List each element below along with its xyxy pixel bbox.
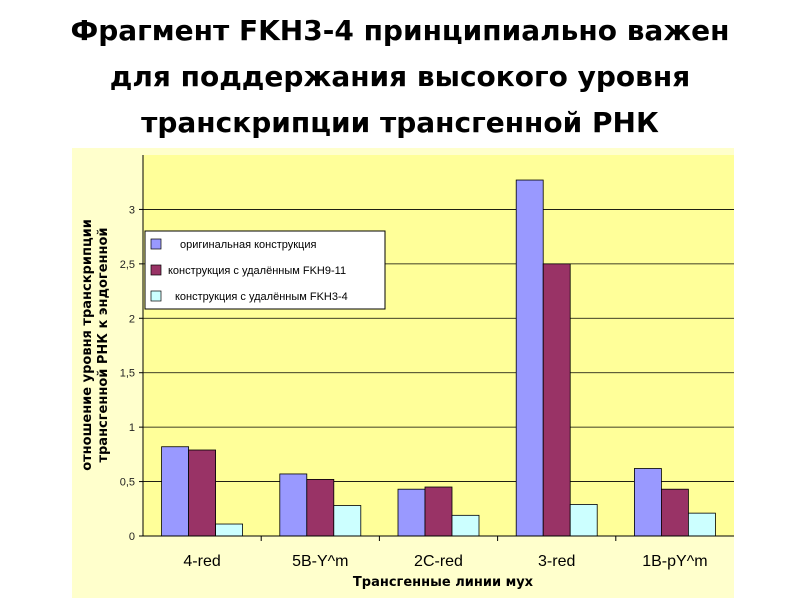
- y-tick-label: 1: [129, 422, 135, 434]
- x-category-labels: 4-red 5B-Y^m 2C-red 3-red 1B-pY^m: [183, 553, 707, 570]
- slide-title-line-2: для поддержания высокого уровня: [109, 60, 691, 93]
- legend-swatch-3: [150, 290, 162, 302]
- legend-box: [144, 230, 386, 310]
- bar: [424, 486, 453, 537]
- bar: [542, 263, 571, 537]
- legend-label-1: оригинальная конструкция: [180, 239, 317, 251]
- gridlines: [143, 209, 734, 482]
- bar: [661, 488, 689, 537]
- x-axis-title: Трансгенные линии мух: [353, 575, 534, 590]
- y-tick-label: 2,5: [120, 259, 135, 271]
- bar: [161, 446, 190, 537]
- y-tick-labels: 0 0,5 1 1,5 2 2,5 3: [120, 204, 135, 543]
- x-category-label: 5B-Y^m: [292, 553, 348, 570]
- x-category-label: 2C-red: [414, 553, 463, 570]
- slide-title-line-3: транскрипции трансгенной РНК: [141, 106, 659, 139]
- bar: [688, 512, 716, 537]
- y-axis-title-line-2: трансгенной РНК к эндогенной: [96, 227, 111, 462]
- y-tick-label: 2: [129, 313, 135, 325]
- bar: [306, 478, 335, 537]
- slide-title: Фрагмент FKH3-4 принципиально важен для …: [0, 8, 800, 146]
- axes: [139, 155, 734, 541]
- legend-swatch-1: [150, 238, 162, 250]
- y-tick-label: 0: [129, 531, 135, 543]
- legend-label-2: конструкция с удалённым FKH9-11: [168, 265, 346, 277]
- y-axis-title-line-1: отношение уровня транскрипции: [80, 219, 95, 471]
- bar: [333, 505, 362, 537]
- y-tick-label: 1,5: [120, 368, 135, 380]
- y-tick-label: 3: [129, 204, 135, 216]
- legend: оригинальная конструкция конструкция с у…: [144, 230, 386, 310]
- x-category-label: 1B-pY^m: [642, 553, 707, 570]
- bar: [215, 523, 244, 537]
- bar: [569, 504, 598, 537]
- x-category-label: 3-red: [538, 553, 575, 570]
- legend-swatch-2: [150, 264, 162, 276]
- bar: [634, 468, 662, 537]
- bar: [279, 473, 308, 537]
- bar: [451, 514, 480, 537]
- bar: [515, 179, 544, 537]
- slide-title-line-1: Фрагмент FKH3-4 принципиально важен: [70, 14, 730, 47]
- bar: [397, 488, 426, 537]
- x-category-label: 4-red: [183, 553, 220, 570]
- bar: [188, 449, 217, 537]
- y-tick-label: 0,5: [120, 477, 135, 489]
- legend-label-3: конструкция с удалённым FKH3-4: [175, 291, 348, 303]
